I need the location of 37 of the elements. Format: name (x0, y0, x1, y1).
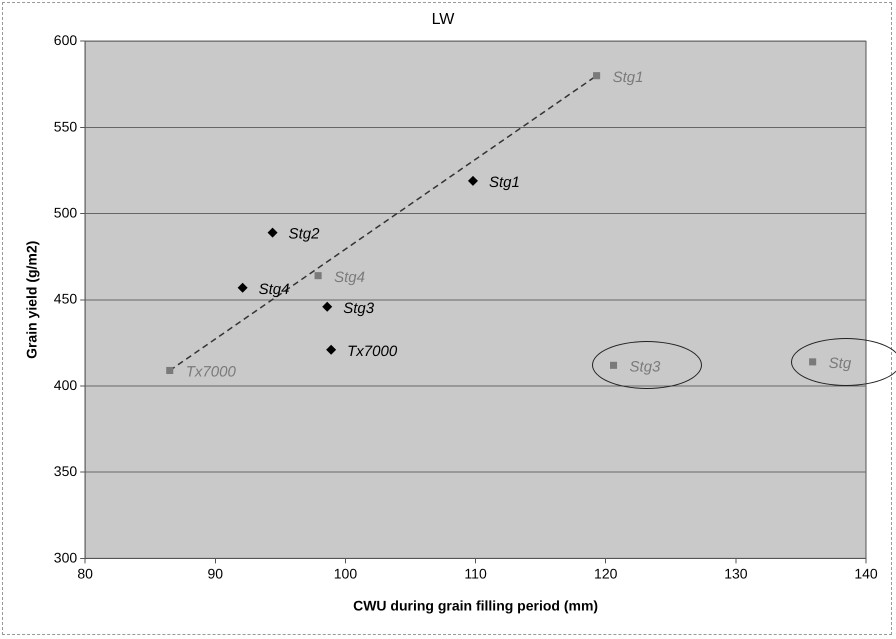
y-tick-label: 450 (54, 290, 78, 307)
data-label: Stg4 (334, 268, 365, 286)
y-tick-label: 400 (54, 376, 78, 393)
data-label: Stg2 (288, 226, 320, 243)
point (238, 282, 248, 293)
point (322, 302, 332, 312)
data-label: Tx7000 (347, 342, 398, 360)
x-tick-label: 130 (724, 566, 748, 582)
data-label: Stg1 (612, 68, 644, 86)
data-label: Stg4 (258, 280, 290, 298)
point (268, 228, 278, 238)
data-label: Stg3 (343, 300, 375, 317)
y-tick-label: 350 (54, 463, 78, 480)
x-tick-label: 120 (594, 566, 618, 582)
y-axis-title: Grain yield (g/m2) (23, 240, 40, 359)
point (326, 344, 336, 355)
data-label: Stg1 (488, 174, 520, 192)
x-tick-label: 80 (77, 566, 94, 582)
x-tick-label: 90 (208, 566, 224, 582)
point (593, 72, 600, 80)
point (610, 362, 618, 369)
data-label: Stg (828, 355, 852, 372)
x-axis-title: CWU during grain filling period (mm) (353, 597, 598, 614)
x-tick-label: 110 (464, 566, 487, 582)
data-label: Stg3 (630, 358, 662, 376)
y-tick-label: 500 (54, 204, 78, 220)
y-tick-label: 600 (54, 32, 78, 48)
point (166, 366, 174, 374)
point (468, 176, 478, 186)
point (809, 358, 816, 366)
x-tick-label: 100 (334, 566, 358, 582)
y-tick-label: 300 (54, 549, 78, 566)
point (314, 272, 322, 280)
data-label: Tx7000 (186, 364, 236, 381)
chart-title: LW (432, 11, 456, 28)
x-tick-label: 140 (854, 566, 878, 582)
y-tick-label: 550 (54, 118, 78, 134)
